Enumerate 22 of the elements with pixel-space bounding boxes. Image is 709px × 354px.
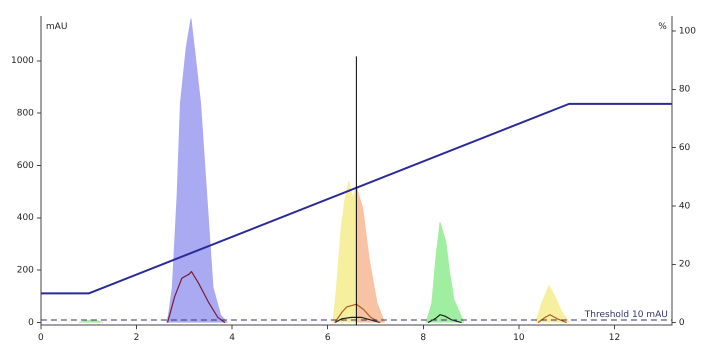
y-tick-label: 400	[16, 213, 34, 224]
x-tick-label: 10	[513, 332, 525, 343]
y2-tick-label: 100	[678, 26, 696, 36]
y2-tick-label: 80	[678, 84, 691, 95]
x-tick-label: 0	[38, 332, 44, 343]
y2-tick-label: 20	[678, 260, 691, 270]
y-tick-label: 0	[28, 318, 34, 328]
x-tick-label: 12	[608, 332, 620, 343]
y2-axis-title: %	[658, 22, 668, 32]
y-tick-label: 800	[16, 108, 34, 119]
x-tick-label: 4	[229, 332, 236, 343]
y-axis-title: mAU	[46, 22, 68, 32]
y-tick-label: 200	[16, 266, 34, 276]
x-tick-label: 2	[134, 332, 140, 343]
ref-line-label: Threshold 10 mAU	[584, 310, 668, 320]
y2-tick-label: 40	[678, 201, 691, 212]
y-tick-label: 1000	[11, 56, 34, 66]
x-tick-label: 8	[420, 332, 426, 343]
y-tick-label: 600	[16, 160, 34, 171]
y2-tick-label: 0	[678, 318, 685, 328]
x-tick-label: 6	[324, 332, 331, 343]
y2-tick-label: 60	[678, 142, 691, 153]
